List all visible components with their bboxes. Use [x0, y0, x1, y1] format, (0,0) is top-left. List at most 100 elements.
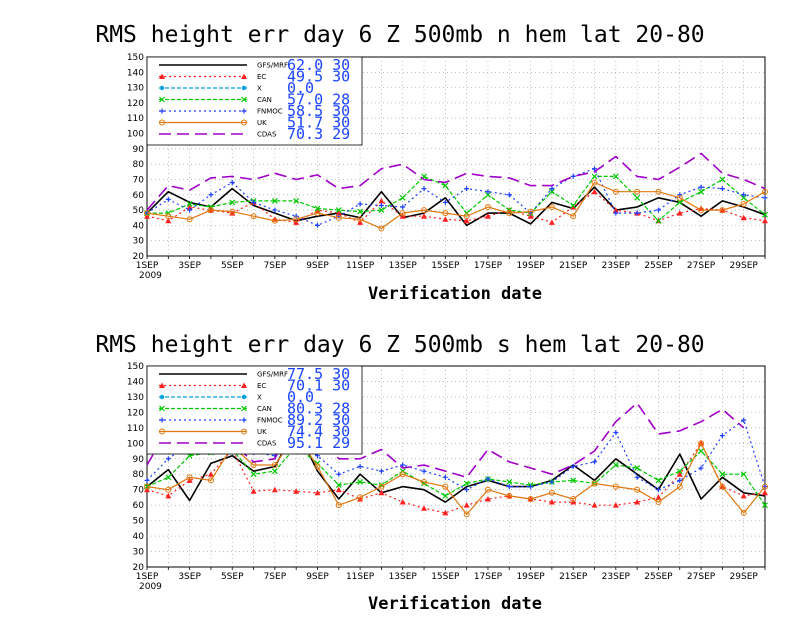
data-point: [335, 486, 342, 493]
data-point: [719, 207, 726, 214]
series-can: [144, 173, 768, 224]
legend-marker: [241, 96, 247, 103]
legend-marker: [241, 73, 247, 79]
data-point: [548, 188, 555, 195]
data-point: [271, 461, 278, 468]
data-point: [442, 474, 448, 480]
data-point: [527, 208, 534, 215]
legend-stat: 77.5 30: [287, 365, 350, 383]
data-point: [698, 207, 705, 214]
y-tick-label: 50: [133, 206, 145, 216]
data-point: [634, 486, 641, 493]
x-tick-label: 7SEP: [264, 572, 287, 582]
x-tick-label: 19SEP: [516, 261, 545, 271]
data-point: [506, 484, 512, 490]
data-point: [208, 192, 214, 198]
data-point: [463, 480, 470, 487]
data-point: [591, 188, 598, 195]
legend-stat: 49.5 30: [287, 68, 350, 86]
data-point: [549, 479, 555, 485]
data-point: [676, 210, 683, 216]
data-point: [187, 207, 193, 213]
x-tick-label: 1SEP: [136, 261, 159, 271]
y-tick-label: 70: [133, 486, 145, 496]
legend-stat: 80.3 28: [287, 400, 350, 418]
chart-title: RMS height err day 6 Z 500mb n hem lat 2…: [95, 22, 704, 48]
data-point: [442, 210, 449, 217]
legend-label: FNMOC: [257, 417, 283, 425]
data-point: [400, 204, 406, 210]
data-point: [421, 468, 427, 474]
data-point: [229, 210, 236, 216]
legend-stat: 89.2 30: [287, 411, 350, 429]
x-tick-label: 5SEP: [221, 261, 244, 271]
data-point: [378, 197, 385, 204]
data-point: [293, 216, 300, 223]
data-point: [570, 202, 577, 209]
y-tick-label: 70: [133, 175, 145, 185]
data-point: [655, 217, 662, 224]
data-point: [144, 483, 150, 490]
series-line: [146, 152, 766, 211]
data-point: [676, 199, 683, 206]
data-point: [591, 502, 598, 508]
legend-marker: [241, 119, 247, 126]
data-point: [399, 210, 406, 217]
legend-marker: [159, 382, 165, 388]
data-point: [357, 479, 364, 485]
data-point: [506, 192, 512, 198]
data-point: [186, 204, 193, 210]
data-point: [698, 465, 704, 471]
data-point: [357, 495, 364, 502]
legend-label: EC: [257, 382, 266, 390]
series-line: [146, 433, 766, 515]
data-point: [613, 210, 619, 216]
data-point: [677, 192, 683, 198]
legend-label: CAN: [257, 405, 272, 413]
data-point: [400, 462, 406, 468]
data-point: [463, 217, 470, 224]
data-point: [421, 505, 428, 511]
legend-stat: 74.4 30: [287, 423, 350, 441]
data-point: [421, 186, 427, 192]
data-point: [357, 464, 363, 469]
legend-stat: 70.3 29: [287, 125, 350, 143]
data-point: [634, 499, 641, 505]
x-tick-label: 15SEP: [431, 572, 460, 582]
data-point: [421, 478, 428, 485]
data-point: [335, 214, 342, 221]
data-point: [762, 195, 768, 201]
data-point: [676, 468, 683, 475]
data-point: [463, 213, 470, 220]
data-point: [634, 210, 640, 216]
data-point: [314, 489, 321, 496]
x-tick-label: 7SEP: [264, 261, 287, 271]
data-point: [442, 216, 449, 222]
legend-stat: 51.7 30: [287, 114, 350, 132]
series-line: [146, 191, 766, 223]
data-point: [314, 463, 321, 470]
legend-marker: [241, 405, 247, 412]
data-point: [698, 448, 704, 454]
data-point: [634, 188, 641, 195]
legend-stat: 0.0: [287, 388, 314, 406]
legend-label: GFS/MRF: [257, 371, 288, 379]
data-point: [719, 483, 726, 490]
data-point: [740, 194, 747, 201]
data-point: [612, 462, 619, 468]
x-tick-label: 15SEP: [431, 261, 460, 271]
series-line: [146, 186, 766, 227]
data-point: [676, 194, 683, 201]
data-point: [570, 495, 577, 502]
data-point: [399, 194, 406, 201]
series-ec: [144, 440, 768, 516]
x-tick-label: 21SEP: [559, 572, 588, 582]
y-tick-label: 100: [127, 130, 144, 140]
x-tick-label: 11SEP: [346, 261, 375, 271]
y-tick-label: 80: [133, 160, 145, 170]
data-point: [570, 173, 576, 179]
data-point: [271, 217, 278, 224]
data-point: [655, 207, 661, 213]
legend-box: [146, 365, 363, 455]
